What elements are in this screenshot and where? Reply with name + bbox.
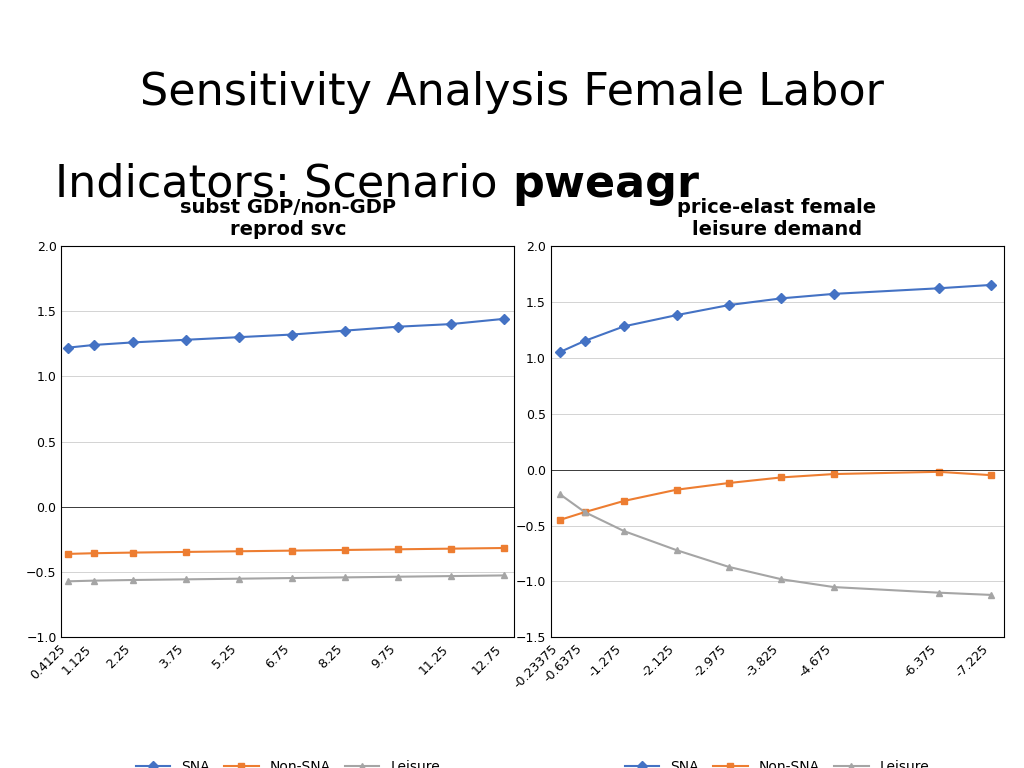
Line: Leisure: Leisure: [556, 491, 994, 598]
SNA: [233, 333, 246, 342]
Text: Sensitivity Analysis Female Labor: Sensitivity Analysis Female Labor: [140, 71, 884, 114]
SNA: [985, 280, 997, 290]
Leisure: [671, 545, 683, 554]
SNA: [723, 300, 735, 310]
Non-SNA: [827, 469, 840, 478]
Non-SNA: [554, 515, 566, 525]
Title: price-elast female
leisure demand: price-elast female leisure demand: [678, 197, 877, 239]
Leisure: [392, 572, 404, 581]
Non-SNA: [127, 548, 139, 558]
Text: pweagr: pweagr: [512, 163, 699, 206]
Leisure: [444, 571, 457, 581]
SNA: [127, 338, 139, 347]
SNA: [87, 340, 99, 349]
Leisure: [180, 574, 193, 584]
SNA: [392, 322, 404, 331]
Non-SNA: [775, 473, 787, 482]
Non-SNA: [498, 544, 510, 553]
Leisure: [62, 577, 75, 586]
SNA: [444, 319, 457, 329]
Leisure: [827, 582, 840, 591]
Non-SNA: [87, 548, 99, 558]
SNA: [671, 310, 683, 319]
SNA: [579, 336, 591, 346]
SNA: [933, 283, 945, 293]
Leisure: [87, 576, 99, 585]
Non-SNA: [671, 485, 683, 495]
Line: Leisure: Leisure: [66, 572, 507, 584]
SNA: [498, 314, 510, 323]
Non-SNA: [62, 549, 75, 558]
Leisure: [339, 573, 351, 582]
SNA: [62, 343, 75, 353]
Text: Indicators: Scenario: Indicators: Scenario: [55, 163, 512, 206]
Leisure: [127, 575, 139, 584]
Leisure: [233, 574, 246, 584]
Leisure: [617, 527, 630, 536]
Leisure: [286, 574, 298, 583]
Leisure: [498, 571, 510, 580]
Leisure: [554, 489, 566, 498]
Non-SNA: [286, 546, 298, 555]
Non-SNA: [933, 467, 945, 476]
SNA: [617, 322, 630, 331]
Non-SNA: [579, 508, 591, 517]
SNA: [180, 335, 193, 344]
Line: Non-SNA: Non-SNA: [66, 545, 507, 558]
Non-SNA: [617, 496, 630, 505]
Leisure: [933, 588, 945, 598]
Leisure: [985, 591, 997, 600]
Non-SNA: [985, 471, 997, 480]
SNA: [554, 347, 566, 356]
Line: Non-SNA: Non-SNA: [556, 468, 994, 524]
Line: SNA: SNA: [556, 281, 994, 356]
Non-SNA: [392, 545, 404, 554]
Non-SNA: [339, 545, 351, 554]
Non-SNA: [180, 548, 193, 557]
SNA: [339, 326, 351, 336]
Legend: SNA, Non-SNA, Leisure: SNA, Non-SNA, Leisure: [620, 754, 935, 768]
Non-SNA: [444, 544, 457, 553]
SNA: [827, 290, 840, 299]
Legend: SNA, Non-SNA, Leisure: SNA, Non-SNA, Leisure: [130, 754, 445, 768]
SNA: [775, 293, 787, 303]
Leisure: [775, 574, 787, 584]
Line: SNA: SNA: [66, 316, 507, 351]
Leisure: [579, 508, 591, 517]
Non-SNA: [233, 547, 246, 556]
Leisure: [723, 562, 735, 571]
SNA: [286, 330, 298, 339]
Title: subst GDP/non-GDP
reprod svc: subst GDP/non-GDP reprod svc: [180, 197, 396, 239]
Non-SNA: [723, 478, 735, 488]
